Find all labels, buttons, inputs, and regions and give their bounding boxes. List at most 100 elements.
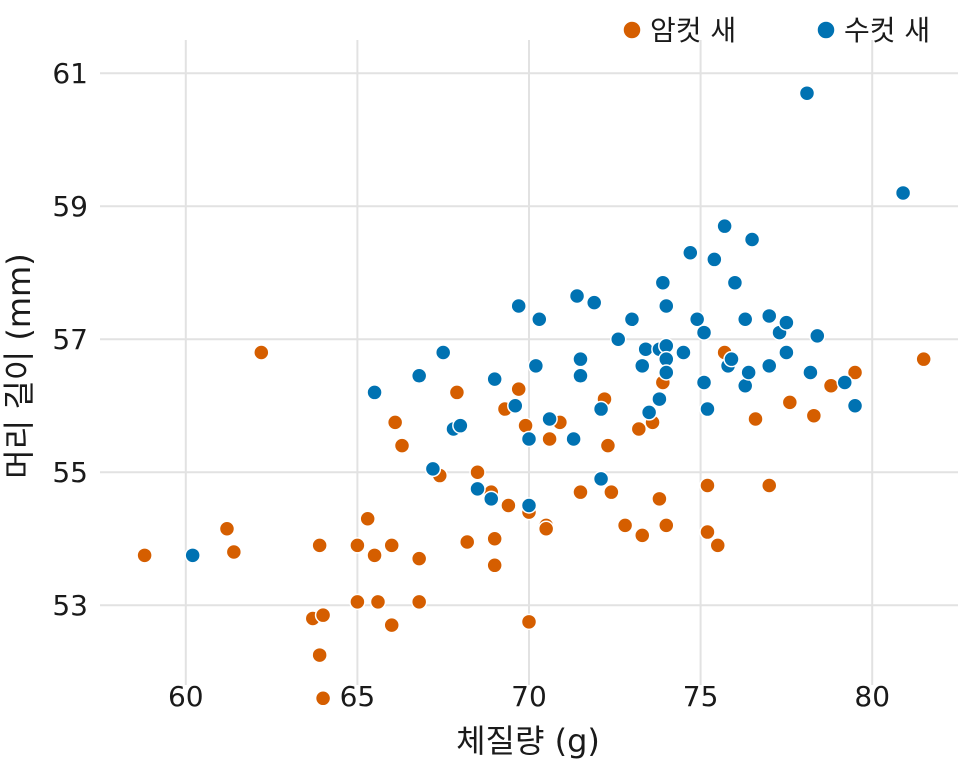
data-point (894, 184, 912, 202)
axis-ticks: 60 65 70 75 80 53 55 57 59 61 (52, 57, 890, 713)
data-point (592, 470, 610, 488)
y-tick-label: 55 (52, 456, 88, 489)
data-point (695, 374, 713, 391)
data-point (572, 367, 589, 385)
y-tick-label: 53 (52, 589, 88, 622)
data-point (592, 400, 610, 418)
legend-label-female: 암컷 새 (650, 14, 736, 47)
data-point (434, 344, 452, 361)
data-point (568, 287, 586, 305)
data-point (716, 217, 733, 235)
data-point (383, 616, 400, 634)
data-point (740, 364, 757, 381)
data-point (616, 517, 634, 534)
data-point (637, 340, 654, 358)
data-point (369, 593, 387, 611)
data-point (695, 324, 713, 341)
data-point (682, 244, 699, 262)
legend-marker-male (816, 20, 836, 40)
data-point (386, 414, 404, 431)
y-axis-title: 머리 길이 (mm) (0, 253, 38, 478)
data-point (469, 463, 486, 481)
data-point (585, 294, 603, 311)
data-point (486, 370, 503, 388)
x-tick-label: 70 (511, 680, 547, 713)
data-point (822, 377, 840, 395)
data-point (651, 390, 668, 408)
data-point (314, 690, 332, 707)
data-point (699, 400, 716, 418)
data-point (654, 274, 672, 291)
data-point (517, 417, 534, 434)
data-point (424, 460, 442, 478)
data-point (846, 397, 864, 414)
data-point (572, 350, 589, 368)
data-point (410, 593, 428, 611)
data-point (500, 497, 517, 514)
data-point (634, 357, 651, 375)
data-point (798, 84, 816, 102)
data-point (366, 384, 383, 401)
data-point (747, 410, 764, 428)
data-point (531, 311, 548, 328)
data-points (136, 84, 932, 707)
data-point (314, 606, 332, 624)
data-point (486, 557, 503, 574)
data-point (565, 430, 582, 448)
y-tick-label: 59 (52, 190, 88, 223)
data-point (781, 394, 799, 411)
data-point (915, 350, 932, 368)
data-point (709, 537, 727, 554)
data-point (448, 384, 466, 401)
data-point (349, 593, 366, 611)
x-tick-label: 60 (168, 680, 204, 713)
data-point (736, 377, 754, 395)
legend-marker-female (622, 20, 642, 40)
data-point (572, 483, 589, 501)
data-point (651, 490, 668, 508)
data-point (469, 480, 486, 498)
y-tick-label: 61 (52, 57, 88, 90)
data-point (510, 380, 527, 398)
data-point (520, 430, 538, 448)
data-point (658, 517, 675, 534)
data-point (359, 510, 376, 528)
data-point (410, 367, 428, 385)
series-female (136, 344, 932, 707)
data-point (658, 297, 675, 315)
data-point (743, 231, 761, 248)
x-tick-label: 80 (854, 680, 890, 713)
data-point (623, 311, 641, 328)
x-axis-title: 체질량 (g) (456, 722, 600, 760)
data-point (184, 547, 201, 564)
y-tick-label: 57 (52, 323, 88, 356)
data-point (603, 483, 620, 501)
legend-label-male: 수컷 새 (844, 14, 930, 47)
data-point (736, 311, 754, 328)
data-point (699, 477, 716, 494)
data-point (349, 537, 366, 554)
data-point (311, 537, 328, 554)
data-point (805, 407, 823, 424)
x-tick-label: 75 (683, 680, 719, 713)
data-point (688, 311, 706, 328)
data-point (136, 547, 153, 564)
data-point (706, 251, 723, 268)
data-point (675, 344, 692, 361)
x-tick-label: 65 (340, 680, 376, 713)
data-point (537, 520, 555, 537)
data-point (723, 350, 740, 368)
data-point (599, 437, 617, 454)
data-point (541, 430, 558, 448)
data-point (393, 437, 411, 454)
series-male (184, 84, 912, 564)
data-point (802, 364, 819, 381)
data-point (760, 477, 778, 494)
data-point (311, 646, 328, 664)
data-point (541, 410, 558, 428)
data-point (640, 404, 658, 421)
data-point (726, 274, 744, 291)
data-point (486, 530, 503, 547)
data-point (527, 357, 545, 375)
data-point (510, 297, 527, 315)
